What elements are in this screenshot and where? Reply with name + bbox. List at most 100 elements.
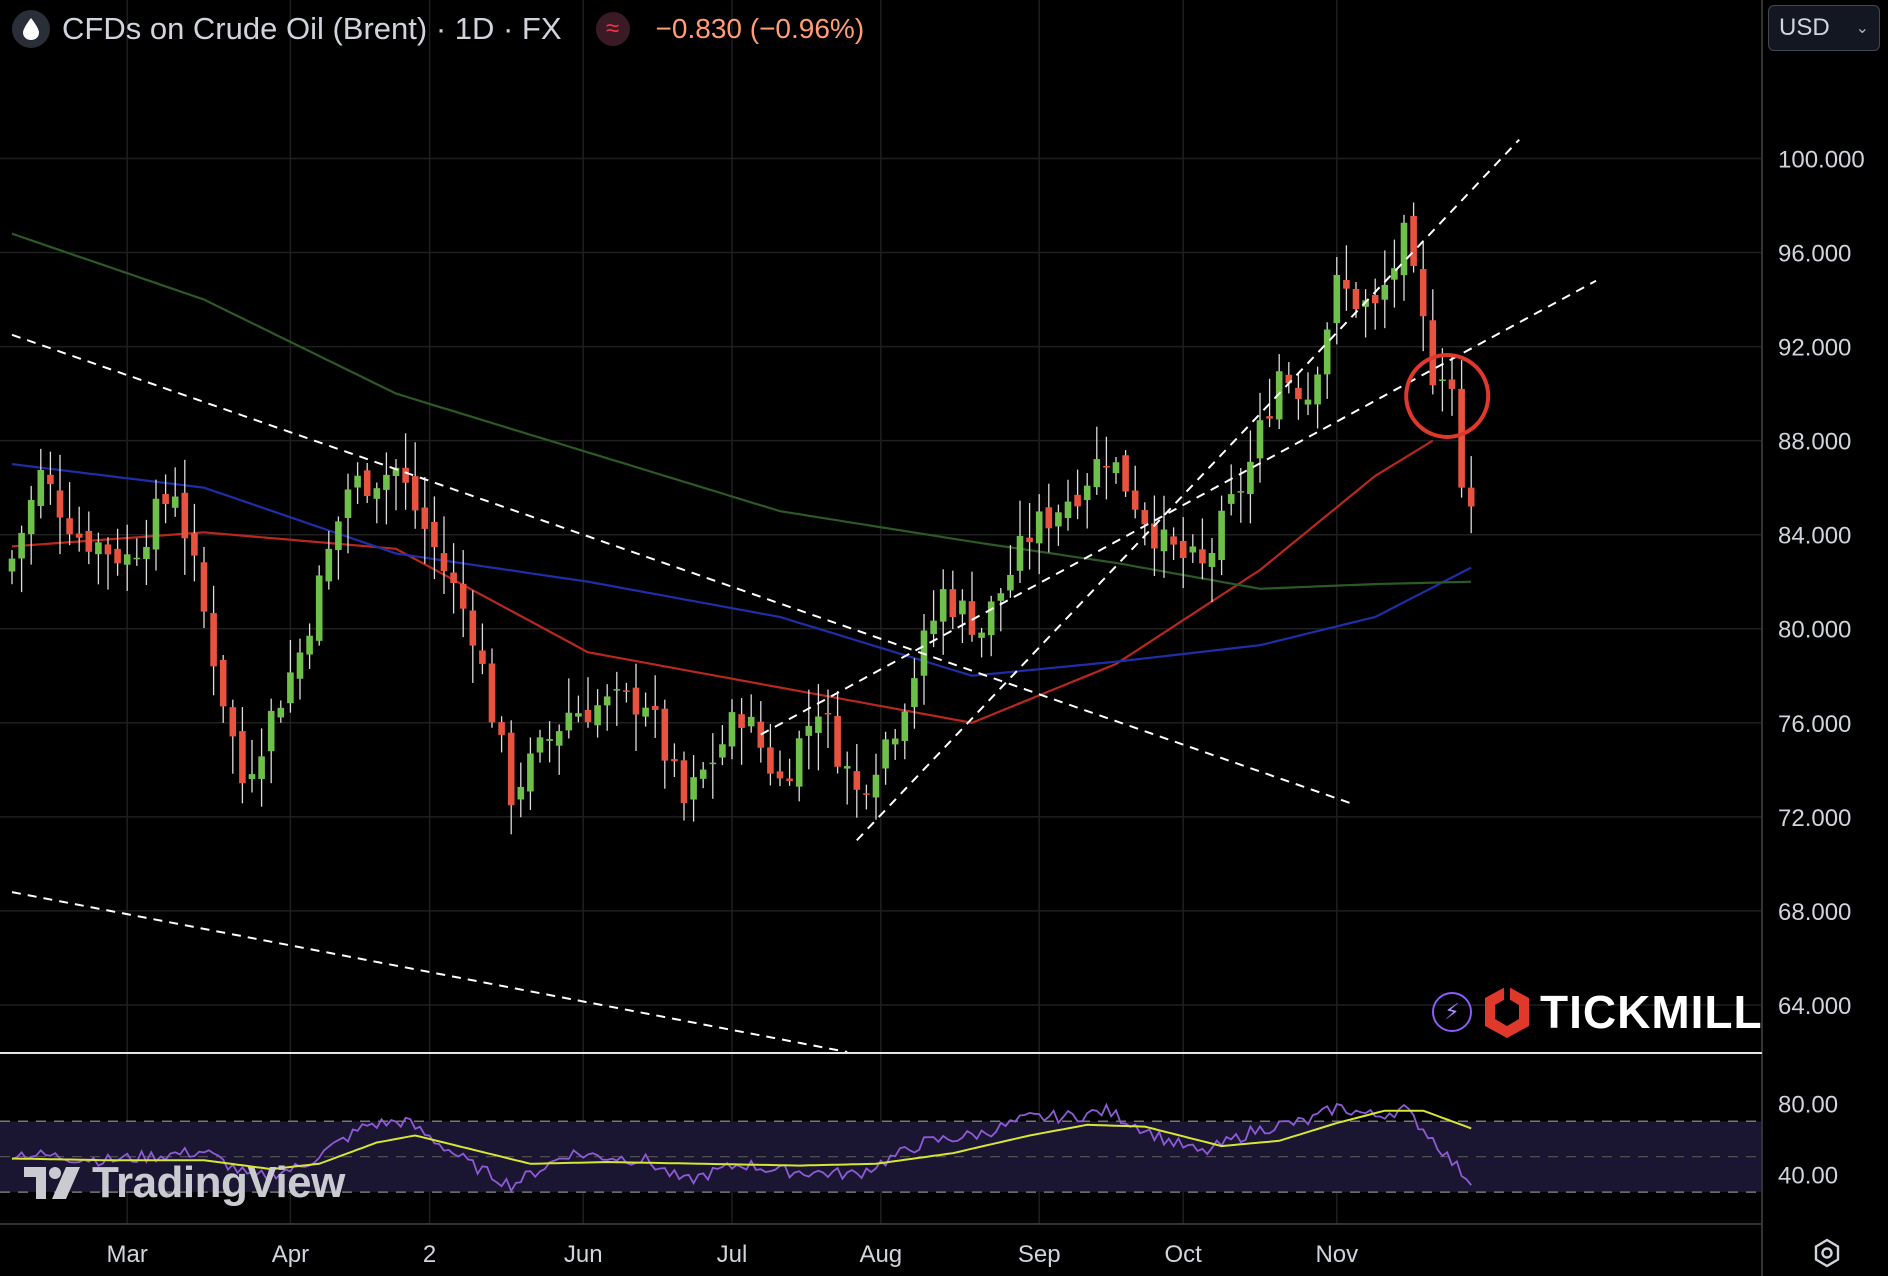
candle-body-39 [383, 474, 390, 490]
candle-79 [767, 723, 774, 786]
candle-112 [1083, 473, 1091, 529]
candle-body-38 [373, 488, 381, 499]
candle-body-92 [891, 738, 899, 745]
price-tick-label-7: 72.000 [1778, 805, 1851, 832]
candle-57 [555, 724, 563, 775]
candle-body-0 [8, 558, 16, 572]
candle-body-17 [171, 496, 179, 508]
candle-body-88 [853, 771, 861, 790]
candle-89 [863, 784, 870, 810]
candle-body-65 [632, 687, 640, 715]
candle-body-96 [930, 620, 937, 635]
candle-50 [488, 648, 496, 728]
lightning-icon[interactable]: ⚡ [1432, 992, 1472, 1032]
candle-120 [1160, 495, 1168, 578]
candle-95 [920, 614, 928, 705]
candle-body-102 [987, 601, 995, 636]
candle-147 [1419, 242, 1427, 352]
candle-body-87 [843, 766, 851, 769]
symbol-title[interactable]: CFDs on Crude Oil (Brent) · 1D · FX [62, 11, 562, 46]
candle-body-63 [613, 689, 621, 691]
candle-10 [104, 537, 112, 590]
candle-125 [1208, 538, 1216, 603]
candle-82 [795, 730, 803, 802]
candle-30 [296, 638, 304, 700]
candle-22 [219, 654, 227, 723]
candle-4 [47, 451, 54, 505]
candle-body-90 [872, 774, 880, 798]
candle-body-40 [392, 467, 400, 476]
candle-body-28 [277, 707, 285, 718]
candle-body-26 [258, 756, 265, 780]
candle-13 [133, 538, 141, 566]
indicator-wave-icon[interactable]: ≈ [595, 12, 630, 46]
candle-66 [642, 692, 649, 727]
candle-body-58 [565, 712, 573, 731]
candle-72 [699, 762, 707, 789]
candle-body-52 [507, 732, 515, 806]
candle-body-11 [114, 548, 121, 564]
candle-body-19 [191, 533, 198, 556]
price-tick-label-5: 80.000 [1778, 617, 1851, 644]
candle-body-29 [287, 672, 294, 704]
candle-body-138 [1333, 274, 1341, 324]
candle-body-35 [344, 489, 352, 519]
candle-body-83 [805, 725, 813, 736]
candle-68 [661, 699, 669, 789]
candle-body-142 [1371, 295, 1379, 304]
candle-body-37 [363, 470, 371, 497]
candle-body-30 [296, 652, 304, 679]
candle-body-70 [680, 760, 688, 803]
currency-selector[interactable]: USD ⌄ [1768, 5, 1880, 51]
time-tick-label-2: 2 [423, 1241, 436, 1268]
candle-96 [930, 590, 937, 648]
candle-body-110 [1064, 501, 1072, 519]
candle-body-45 [440, 553, 448, 572]
candle-body-113 [1093, 459, 1101, 488]
settings-icon[interactable] [1812, 1238, 1842, 1268]
candle-33 [325, 530, 333, 590]
time-tick-label-4: Jul [717, 1241, 748, 1268]
candle-body-140 [1352, 288, 1360, 310]
candle-body-33 [325, 548, 333, 582]
candle-54 [527, 737, 534, 810]
candle-92 [891, 728, 899, 760]
candle-73 [709, 733, 717, 799]
price-tick-label-8: 68.000 [1778, 899, 1851, 926]
candle-body-134 [1295, 387, 1302, 399]
chevron-down-icon: ⌄ [1855, 20, 1869, 37]
candle-body-24 [239, 731, 246, 784]
candle-body-104 [1007, 574, 1014, 591]
candle-29 [287, 639, 294, 713]
price-axis-labels: 100.000 96.000 92.000 88.000 84.000 80.000 76.… [1778, 146, 1865, 1189]
candle-body-100 [968, 601, 976, 635]
candle-104 [1007, 545, 1014, 598]
candle-body-146 [1410, 215, 1417, 266]
candle-146 [1410, 202, 1417, 273]
candle-body-6 [66, 518, 73, 535]
candle-body-149 [1439, 379, 1446, 381]
candle-62 [603, 684, 611, 731]
candles [8, 202, 1475, 835]
price-tick-label-9: 64.000 [1778, 993, 1851, 1020]
candle-body-145 [1400, 222, 1408, 276]
candle-58 [565, 678, 573, 739]
candle-body-55 [536, 737, 544, 753]
candle-body-97 [939, 589, 947, 622]
candle-39 [383, 452, 390, 525]
candle-103 [997, 588, 1005, 632]
candle-46 [450, 543, 457, 614]
candle-body-152 [1467, 487, 1475, 507]
candle-body-9 [95, 542, 102, 555]
candle-6 [66, 482, 73, 546]
tradingview-logo: TradingView [22, 1158, 345, 1208]
candle-99 [959, 589, 966, 644]
candle-body-60 [584, 709, 592, 723]
candle-body-125 [1208, 553, 1216, 567]
candle-101 [978, 627, 985, 658]
candle-body-89 [863, 793, 870, 795]
candle-body-82 [795, 738, 803, 787]
candle-body-53 [517, 786, 525, 800]
candle-body-48 [469, 610, 477, 646]
